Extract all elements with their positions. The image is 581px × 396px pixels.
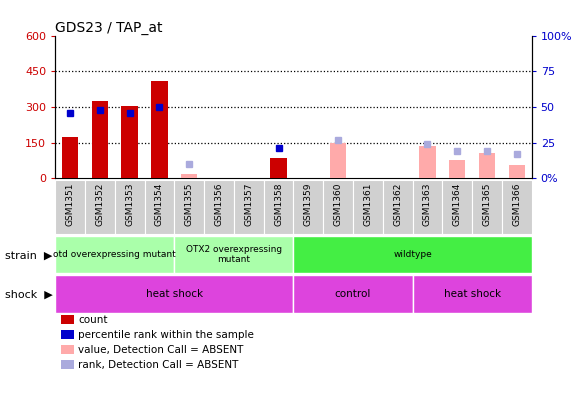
Bar — [55, 236, 174, 273]
Bar — [92, 101, 108, 178]
Text: GSM1351: GSM1351 — [66, 183, 74, 227]
Bar — [151, 81, 167, 178]
Text: percentile rank within the sample: percentile rank within the sample — [78, 329, 254, 340]
Bar — [449, 160, 465, 178]
Text: heat shock: heat shock — [443, 289, 501, 299]
Bar — [383, 180, 413, 234]
Bar — [330, 143, 346, 178]
Bar — [270, 158, 286, 178]
Bar — [413, 180, 442, 234]
Bar — [55, 180, 85, 234]
Text: GSM1353: GSM1353 — [125, 183, 134, 227]
Bar — [442, 180, 472, 234]
Text: GSM1352: GSM1352 — [95, 183, 105, 226]
Bar — [293, 236, 532, 273]
Bar — [502, 180, 532, 234]
Bar — [293, 275, 413, 313]
Bar — [508, 165, 525, 178]
Text: GDS23 / TAP_at: GDS23 / TAP_at — [55, 21, 163, 34]
Text: GSM1358: GSM1358 — [274, 183, 283, 227]
Bar — [413, 275, 532, 313]
Text: GSM1361: GSM1361 — [363, 183, 372, 227]
Text: GSM1365: GSM1365 — [482, 183, 492, 227]
Bar — [174, 236, 293, 273]
Bar — [115, 180, 145, 234]
Text: wildtype: wildtype — [393, 250, 432, 259]
Text: GSM1355: GSM1355 — [185, 183, 193, 227]
Text: GSM1354: GSM1354 — [155, 183, 164, 226]
Text: GSM1363: GSM1363 — [423, 183, 432, 227]
Bar — [85, 180, 115, 234]
Bar — [472, 180, 502, 234]
Text: control: control — [335, 289, 371, 299]
Text: GSM1357: GSM1357 — [244, 183, 253, 227]
Text: OTX2 overexpressing
mutant: OTX2 overexpressing mutant — [186, 245, 282, 264]
Text: otd overexpressing mutant: otd overexpressing mutant — [53, 250, 176, 259]
Bar — [174, 180, 204, 234]
Text: GSM1364: GSM1364 — [453, 183, 462, 226]
Bar — [264, 180, 293, 234]
Bar — [419, 146, 436, 178]
Bar — [62, 137, 78, 178]
Text: heat shock: heat shock — [146, 289, 203, 299]
Bar — [353, 180, 383, 234]
Text: GSM1360: GSM1360 — [333, 183, 343, 227]
Bar — [204, 180, 234, 234]
Text: count: count — [78, 314, 108, 325]
Bar — [293, 180, 323, 234]
Text: strain  ▶: strain ▶ — [5, 250, 52, 261]
Bar — [479, 153, 495, 178]
Text: GSM1362: GSM1362 — [393, 183, 402, 226]
Bar — [234, 180, 264, 234]
Text: rank, Detection Call = ABSENT: rank, Detection Call = ABSENT — [78, 360, 239, 370]
Text: GSM1356: GSM1356 — [214, 183, 224, 227]
Text: GSM1366: GSM1366 — [512, 183, 521, 227]
Text: value, Detection Call = ABSENT: value, Detection Call = ABSENT — [78, 345, 244, 355]
Bar — [323, 180, 353, 234]
Bar — [145, 180, 174, 234]
Text: GSM1359: GSM1359 — [304, 183, 313, 227]
Bar — [121, 106, 138, 178]
Bar — [181, 174, 198, 178]
Text: shock  ▶: shock ▶ — [5, 290, 52, 300]
Bar — [55, 275, 293, 313]
